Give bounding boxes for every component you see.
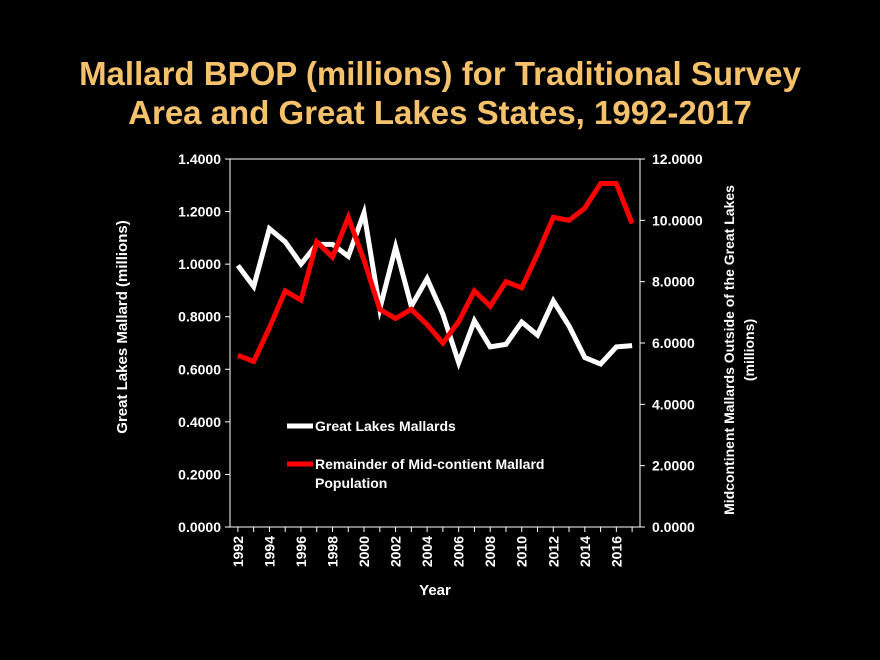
y-right-tick-label: 2.0000	[652, 458, 695, 474]
legend-label-remainder-line-1: Remainder of Mid-contient Mallard	[315, 456, 544, 472]
y-axis-label-left: Great Lakes Mallard (millions)	[114, 220, 131, 433]
x-tick-label: 1996	[293, 536, 309, 567]
y-right-tick-label: 6.0000	[652, 335, 695, 351]
x-tick-label: 2014	[577, 536, 593, 567]
y-left-tick-label: 0.4000	[178, 414, 221, 430]
y-left-tick-label: 0.8000	[178, 309, 221, 325]
x-tick-label: 1998	[325, 536, 341, 567]
y-left-tick-label: 1.2000	[178, 204, 221, 220]
y-right-tick-label: 12.0000	[652, 151, 703, 167]
series-layer	[235, 181, 635, 371]
axes-layer: 0.0000 0.2000 0.4000 0.6000 0.8000 1.0000 1.20…	[178, 151, 703, 567]
x-tick-label: 1992	[230, 536, 246, 567]
y-left-tick-label: 0.0000	[178, 519, 221, 535]
x-tick-label: 2000	[356, 536, 372, 567]
y-left-tick-label: 1.4000	[178, 151, 221, 167]
legend-label-great-lakes: Great Lakes Mallards	[315, 418, 456, 434]
x-tick-label: 2008	[482, 536, 498, 567]
y-right-tick-label: 10.0000	[652, 212, 703, 228]
x-tick-label: 1994	[261, 536, 277, 567]
series-line-great-lakes-mallards	[235, 203, 633, 371]
y-right-tick-label: 4.0000	[652, 396, 695, 412]
x-tick-label: 2012	[545, 536, 561, 567]
x-axis-label: Year	[419, 582, 451, 599]
x-tick-label: 2016	[608, 536, 624, 567]
chart-title-line-1: Mallard BPOP (millions) for Traditional …	[79, 55, 801, 92]
y-axis-label-right-line-1: Midcontinent Mallards Outside of the Gre…	[721, 185, 737, 515]
x-tick-label: 2010	[514, 536, 530, 567]
y-left-tick-label: 0.2000	[178, 466, 221, 482]
x-tick-label: 2006	[451, 536, 467, 567]
y-left-tick-label: 1.0000	[178, 256, 221, 272]
chart-title-line-2: Area and Great Lakes States, 1992-2017	[128, 94, 752, 131]
series-line-remainder-population	[236, 181, 635, 365]
x-tick-label: 2002	[388, 536, 404, 567]
y-left-tick-label: 0.6000	[178, 361, 221, 377]
y-right-tick-label: 8.0000	[652, 274, 695, 290]
x-tick-label: 2004	[419, 536, 435, 567]
legend-label-remainder-line-2: Population	[315, 475, 387, 491]
legend: Great Lakes Mallards Remainder of Mid-co…	[287, 418, 544, 491]
y-axis-label-right-line-2: (millions)	[741, 319, 757, 381]
y-right-tick-label: 0.0000	[652, 519, 695, 535]
